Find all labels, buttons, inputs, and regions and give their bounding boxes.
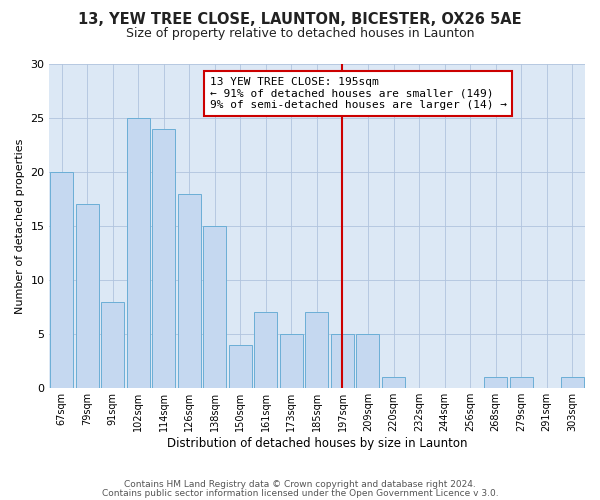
Text: 13 YEW TREE CLOSE: 195sqm
← 91% of detached houses are smaller (149)
9% of semi-: 13 YEW TREE CLOSE: 195sqm ← 91% of detac… <box>209 77 506 110</box>
Bar <box>356 334 379 388</box>
Bar <box>382 377 405 388</box>
Bar <box>561 377 584 388</box>
Bar <box>305 312 328 388</box>
Bar <box>509 377 533 388</box>
Y-axis label: Number of detached properties: Number of detached properties <box>15 138 25 314</box>
Bar <box>280 334 303 388</box>
Bar <box>484 377 507 388</box>
Bar <box>203 226 226 388</box>
Text: Size of property relative to detached houses in Launton: Size of property relative to detached ho… <box>126 28 474 40</box>
Bar <box>254 312 277 388</box>
Bar <box>152 129 175 388</box>
Text: 13, YEW TREE CLOSE, LAUNTON, BICESTER, OX26 5AE: 13, YEW TREE CLOSE, LAUNTON, BICESTER, O… <box>78 12 522 28</box>
Bar <box>76 204 98 388</box>
Text: Contains public sector information licensed under the Open Government Licence v : Contains public sector information licen… <box>101 488 499 498</box>
Bar <box>101 302 124 388</box>
Bar <box>127 118 149 388</box>
Bar <box>178 194 201 388</box>
X-axis label: Distribution of detached houses by size in Launton: Distribution of detached houses by size … <box>167 437 467 450</box>
Bar <box>331 334 354 388</box>
Bar <box>50 172 73 388</box>
Text: Contains HM Land Registry data © Crown copyright and database right 2024.: Contains HM Land Registry data © Crown c… <box>124 480 476 489</box>
Bar <box>229 344 252 388</box>
